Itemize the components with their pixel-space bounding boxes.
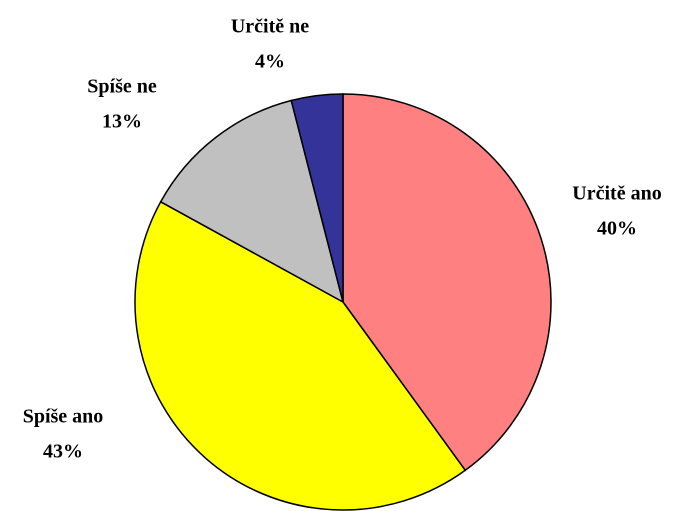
slice-label: Určitě ne <box>231 16 309 38</box>
slice-label: Spíše ne <box>87 76 157 98</box>
pie-slice <box>290 93 344 303</box>
slice-value-label: 43% <box>43 441 83 463</box>
slice-label: Spíše ano <box>23 406 104 428</box>
slice-label: Určitě ano <box>572 183 661 205</box>
slice-value-label: 13% <box>102 111 142 133</box>
pie-slice <box>159 99 345 304</box>
slice-value-label: 40% <box>597 218 637 240</box>
slice-value-label: 4% <box>255 51 285 73</box>
pie-slice <box>342 93 552 472</box>
pie-slice <box>134 200 467 511</box>
